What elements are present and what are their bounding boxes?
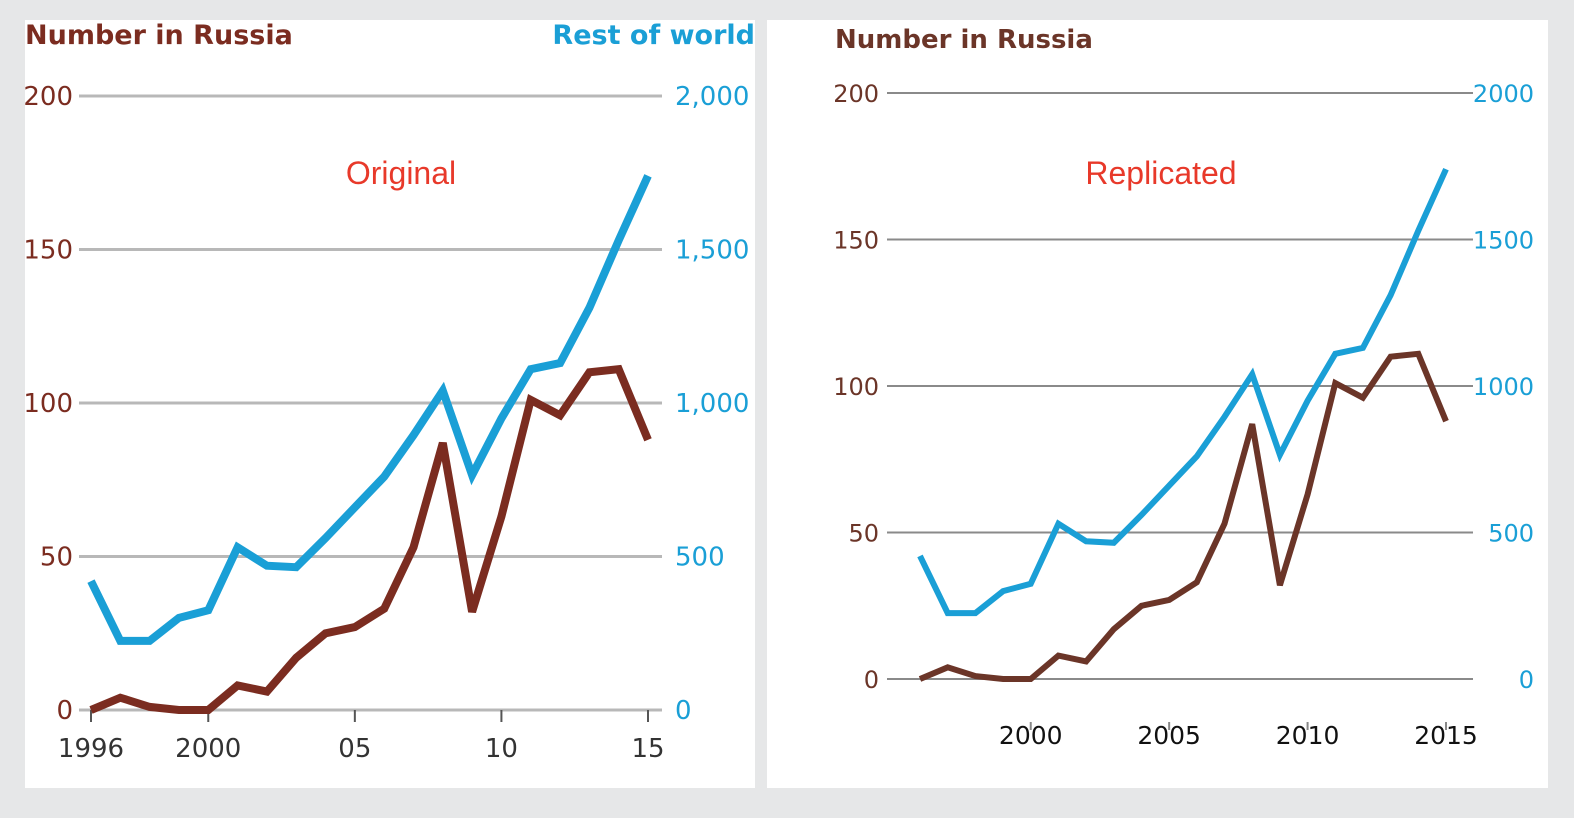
left-axis-tick-label: 50 [848,520,879,548]
x-axis-tick-label: 2005 [1137,721,1201,750]
left-axis-title: Number in Russia [25,20,293,51]
x-axis-tick-label: 2000 [175,734,241,764]
series-lines [87,174,652,714]
x-axis-tick-label: 10 [485,734,518,764]
series-lines [917,167,1449,682]
left-axis-tick-label: 150 [833,227,879,255]
x-axis-tick-label: 1996 [58,734,124,764]
series-line-russia [918,350,1449,682]
replicated-chart-panel: Number in Russia Replicated 0 50 100 150 200… [767,20,1548,788]
x-axis-tick-label: 05 [338,734,371,764]
right-axis-title: Rest of world [552,20,755,51]
annotation-replicated: Replicated [1085,155,1236,191]
right-axis-tick-label: 500 [1488,520,1534,548]
left-axis-tick-label: 150 [23,236,73,266]
original-chart: Number in Russia Rest of world Original … [23,20,755,764]
right-axis-tick-label: 0 [675,696,692,726]
left-axis-tick-label: 100 [23,389,73,419]
x-axis-tick-label: 2015 [1414,721,1478,750]
right-axis-tick-label: 2000 [1473,80,1534,108]
left-axis-tick-label: 200 [833,80,879,108]
left-axis-tick-label: 0 [864,666,879,694]
original-chart-panel: Number in Russia Rest of world Original … [23,20,755,788]
series-line-rest-of-world [917,167,1449,617]
annotation-original: Original [346,155,456,191]
left-axis-tick-label: 0 [56,696,73,726]
right-axis-tick-label: 500 [675,543,725,573]
x-axis-tick-label: 15 [631,734,664,764]
right-axis-tick-label: 1500 [1473,227,1534,255]
right-axis-tick-label: 2,000 [675,82,749,112]
x-axis-tick-label: 2010 [1276,721,1340,750]
replicated-chart: Number in Russia Replicated 0 50 100 150 200… [833,25,1534,750]
series-line-rest-of-world [87,174,652,645]
gridlines [79,94,662,722]
series-line-russia [89,364,652,714]
right-axis-tick-label: 1000 [1473,373,1534,401]
left-axis-tick-label: 50 [40,543,73,573]
left-axis-tick-label: 100 [833,373,879,401]
right-axis-tick-label: 0 [1519,666,1534,694]
right-axis-tick-label: 1,000 [675,389,749,419]
left-axis-title: Number in Russia [835,25,1093,55]
right-axis-tick-label: 1,500 [675,236,749,266]
x-axis-tick-label: 2000 [999,721,1063,750]
left-axis-tick-label: 200 [23,82,73,112]
